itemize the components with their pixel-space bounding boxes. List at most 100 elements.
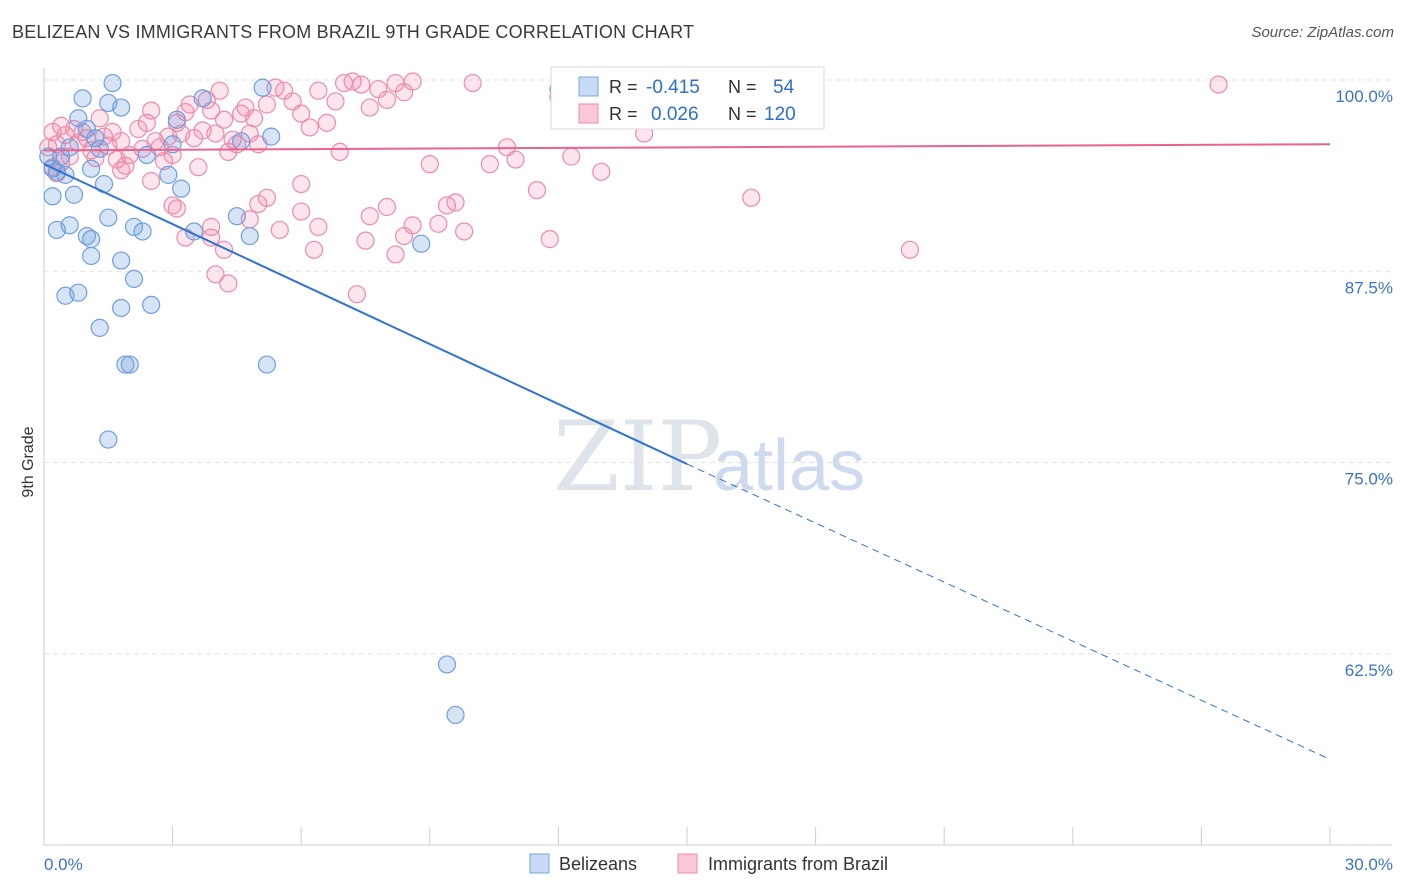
brazil-point-76 [480, 155, 499, 174]
brazil-point-113 [377, 197, 397, 217]
belizean-point-45 [253, 78, 272, 97]
belizean-point-24 [112, 251, 131, 270]
brazil-point-75 [463, 73, 482, 93]
belizean-point-11 [73, 89, 92, 108]
belizean-point-48 [262, 127, 281, 146]
brazil-point-95 [330, 142, 349, 162]
brazil-point-73 [446, 193, 465, 212]
brazil-point-107 [219, 274, 238, 293]
belizean-point-22 [77, 226, 96, 246]
belizean-point-33 [124, 217, 144, 236]
brazil-point-106 [202, 217, 221, 236]
legend-n-value-1: 54 [773, 77, 795, 98]
brazil-point-101 [403, 216, 422, 235]
belizean-trend-solid [43, 163, 688, 465]
legend-n-label-1: N = [728, 77, 757, 97]
brazil-point-115 [900, 240, 920, 259]
belizean-point-6 [64, 185, 84, 204]
belizean-point-17 [103, 73, 122, 93]
brazil-point-64 [360, 98, 379, 117]
belizean-point-26 [133, 222, 152, 241]
watermark-atlas: atlas [713, 426, 865, 506]
brazil-point-57 [300, 118, 319, 137]
belizean-point-32 [142, 295, 161, 315]
chart-title: BELIZEAN VS IMMIGRANTS FROM BRAZIL 9TH G… [12, 22, 695, 42]
data-points [39, 72, 1228, 725]
legend-r-value-1: -0.415 [646, 77, 700, 98]
belizean-point-31 [159, 165, 178, 184]
brazil-point-84 [592, 162, 611, 181]
belizean-point-18 [112, 98, 131, 117]
brazil-point-80 [540, 230, 559, 249]
belizean-point-46 [257, 355, 277, 374]
brazil-point-70 [420, 155, 439, 174]
brazil-point-88 [206, 265, 225, 284]
brazil-point-114 [742, 188, 761, 207]
brazil-point-93 [292, 174, 311, 194]
brazil-point-109 [292, 202, 311, 221]
brazil-point-71 [429, 214, 448, 233]
bottom-swatch-brazil [677, 853, 698, 874]
brazil-point-78 [506, 150, 525, 169]
brazil-point-59 [317, 113, 337, 132]
brazil-point-91 [257, 188, 277, 207]
belizean-point-43 [227, 207, 246, 226]
brazil-point-79 [527, 181, 547, 200]
brazil-trend [43, 143, 1331, 152]
brazil-point-102 [112, 161, 131, 180]
belizean-point-7 [43, 187, 62, 206]
belizean-point-20 [99, 208, 118, 227]
belizean-point-25 [124, 269, 144, 288]
brazil-point-82 [562, 147, 581, 166]
belizean-point-38 [116, 355, 135, 374]
bottom-legend-brazil: Immigrants from Brazil [708, 854, 888, 874]
legend-swatch-brazil [578, 103, 599, 124]
belizean-point-13 [82, 159, 101, 178]
belizean-point-42 [193, 89, 212, 108]
belizean-point-15 [90, 139, 109, 158]
brazil-point-74 [454, 222, 474, 241]
source-label: Source: ZipAtlas.com [1251, 24, 1394, 41]
watermark-zip: ZIP [553, 401, 722, 513]
stats-legend: R = -0.415 N = 54 R = 0.026 N = 120 [550, 66, 825, 130]
belizean-point-35 [56, 286, 75, 305]
belizean-point-36 [112, 298, 131, 318]
belizean-point-47 [232, 132, 251, 151]
belizean-point-37 [120, 355, 139, 374]
brazil-point-15 [90, 109, 109, 128]
legend-r-label-2: R = [609, 104, 638, 124]
y-tick-label-1: 87.5% [1345, 278, 1393, 297]
belizean-point-49 [412, 234, 431, 253]
legend-r-value-2: 0.026 [651, 104, 699, 125]
brazil-point-97 [356, 231, 375, 250]
belizean-point-30 [172, 179, 191, 198]
brazil-point-112 [202, 228, 221, 247]
belizean-point-51 [446, 705, 465, 725]
y-tick-label-3: 62.5% [1345, 661, 1393, 680]
belizean-trend-dashed [686, 463, 1331, 760]
gridlines [44, 79, 1392, 655]
y-tick-label-2: 75.0% [1345, 470, 1393, 489]
legend-n-label-2: N = [728, 104, 757, 124]
belizean-point-5 [60, 138, 79, 157]
brazil-point-98 [360, 207, 379, 226]
brazil-point-110 [304, 240, 324, 259]
y-tick-labels: 100.0% 87.5% 75.0% 62.5% [1335, 87, 1393, 680]
x-tick-label-max: 30.0% [1345, 855, 1393, 874]
brazil-point-26 [142, 101, 161, 120]
belizean-point-40 [99, 430, 118, 449]
brazil-point-99 [386, 245, 405, 264]
brazil-point-111 [163, 196, 182, 215]
brazil-point-37 [189, 158, 208, 177]
brazil-point-116 [1209, 75, 1228, 94]
brazil-point-41 [206, 124, 225, 143]
brazil-point-52 [257, 95, 277, 114]
brazil-point-103 [142, 171, 161, 191]
trend-lines [43, 143, 1331, 760]
brazil-point-94 [309, 217, 328, 236]
brazil-point-58 [309, 81, 328, 100]
brazil-point-42 [210, 81, 229, 100]
belizean-point-44 [240, 226, 259, 246]
brazil-point-69 [403, 72, 422, 91]
